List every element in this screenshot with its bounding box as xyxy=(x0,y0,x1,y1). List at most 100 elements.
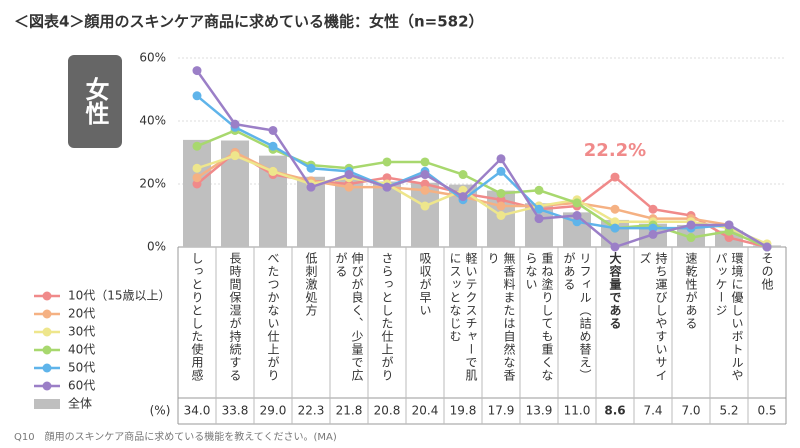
line xyxy=(195,69,768,249)
category-label-box: 持ち運びしやすいサイズ xyxy=(634,252,672,394)
table-value: 5.2 xyxy=(719,404,738,418)
marker xyxy=(230,119,240,129)
category-label: さらっとした仕上がり xyxy=(380,252,394,382)
marker xyxy=(610,217,620,227)
table-value: 17.9 xyxy=(488,404,515,418)
category-label: 速乾性がある xyxy=(684,252,698,330)
category-label-box: 重ね塗りしても重くならない xyxy=(520,252,558,394)
marker xyxy=(610,204,620,214)
line xyxy=(196,154,768,246)
marker xyxy=(572,211,582,220)
category-label-box: 速乾性がある xyxy=(672,252,710,394)
category-label-box: べたつかない仕上がり xyxy=(254,252,292,394)
annotation: 22.2% xyxy=(584,140,646,161)
category-label: しっとりとした使用感 xyxy=(190,252,204,382)
table-value: 33.8 xyxy=(222,404,249,418)
category-label: 低刺激処方 xyxy=(304,252,318,317)
marker xyxy=(230,151,240,161)
category-label-box: しっとりとした使用感 xyxy=(178,252,216,394)
chart-title: ＜図表4＞顔用のスキンケア商品に求めている機能：女性（n=582） xyxy=(14,13,484,31)
table-value: 19.8 xyxy=(450,404,477,418)
marker xyxy=(458,192,468,202)
category-label-box: 長時間保湿が持続する xyxy=(216,252,254,394)
marker xyxy=(610,242,620,252)
marker xyxy=(192,179,202,189)
category-label-box: 軽いテクスチャーで肌にスッとなじむ xyxy=(444,252,482,394)
legend-swatch xyxy=(34,399,60,409)
marker xyxy=(534,185,544,195)
category-label: 伸びが良く、少量で広がる xyxy=(334,252,364,382)
table-value: 20.4 xyxy=(412,404,439,418)
table-value: 21.8 xyxy=(336,404,363,418)
legend-marker xyxy=(42,345,52,355)
category-label: 環境に優しいボトルやパッケージ xyxy=(714,252,744,382)
table-value: 8.6 xyxy=(604,404,625,418)
category-label-box: 低刺激処方 xyxy=(292,252,330,394)
table-value: 7.0 xyxy=(681,404,700,418)
badge-box xyxy=(68,55,122,148)
table-value: 13.9 xyxy=(526,404,553,418)
table-value: 22.3 xyxy=(298,404,325,418)
y-tick-label: 0% xyxy=(147,240,166,254)
category-label: 無香料または自然な香り xyxy=(486,252,516,382)
marker xyxy=(496,188,506,198)
badge: 女性 xyxy=(81,76,109,125)
marker xyxy=(192,66,202,76)
marker xyxy=(724,220,734,230)
marker xyxy=(382,173,392,183)
marker xyxy=(648,229,658,239)
category-label-box: さらっとした仕上がり xyxy=(368,252,406,394)
category-label: 吸収が早い xyxy=(418,252,432,317)
unit-label: (%) xyxy=(150,404,171,418)
category-label: べたつかない仕上がり xyxy=(266,252,280,382)
legend-marker xyxy=(42,381,52,391)
category-label-box: 環境に優しいボトルやパッケージ xyxy=(710,252,748,394)
category-label-box: 大容量である xyxy=(596,252,634,394)
legend-label: 30代 xyxy=(68,325,95,339)
y-tick-label: 60% xyxy=(139,51,166,65)
legend-label: 60代 xyxy=(68,379,95,393)
category-label: 長時間保湿が持続する xyxy=(228,252,242,382)
bar xyxy=(183,139,211,247)
y-tick-label: 40% xyxy=(139,114,166,128)
marker xyxy=(572,217,582,227)
marker xyxy=(420,170,430,180)
marker xyxy=(534,214,544,224)
table-value: 34.0 xyxy=(184,404,211,418)
legend-label: 20代 xyxy=(68,307,95,321)
marker xyxy=(496,201,506,211)
legend-marker xyxy=(42,327,52,337)
category-label: 軽いテクスチャーで肌にスッとなじむ xyxy=(448,252,478,382)
marker xyxy=(420,179,430,189)
category-label-box: リフィル（詰め替え）がある xyxy=(558,252,596,394)
table-value: 0.5 xyxy=(757,404,776,418)
table-value: 29.0 xyxy=(260,404,287,418)
marker xyxy=(496,154,506,164)
marker xyxy=(420,185,430,195)
category-label: 持ち運びしやすいサイズ xyxy=(638,252,668,382)
legend-label: 全体 xyxy=(68,396,92,411)
category-label-box: その他 xyxy=(748,252,786,394)
marker xyxy=(306,182,316,192)
table-value: 11.0 xyxy=(564,404,591,418)
footnote: Q10 顔用のスキンケア商品に求めている機能を教えてください。(MA) xyxy=(14,430,337,443)
category-label-box: 吸収が早い xyxy=(406,252,444,394)
marker xyxy=(610,223,620,233)
marker xyxy=(762,242,772,252)
category-label: その他 xyxy=(760,252,774,291)
marker xyxy=(268,141,278,151)
marker xyxy=(192,91,202,101)
marker xyxy=(496,195,506,205)
marker xyxy=(648,223,658,233)
marker xyxy=(192,141,202,151)
marker xyxy=(610,172,620,182)
marker xyxy=(420,157,430,167)
marker xyxy=(192,163,202,173)
legend-label: 10代（15歳以上） xyxy=(68,289,171,303)
bar xyxy=(373,181,401,247)
category-label: 重ね塗りしても重くならない xyxy=(524,252,554,382)
table-value: 20.8 xyxy=(374,404,401,418)
marker xyxy=(648,204,658,214)
marker xyxy=(306,163,316,173)
